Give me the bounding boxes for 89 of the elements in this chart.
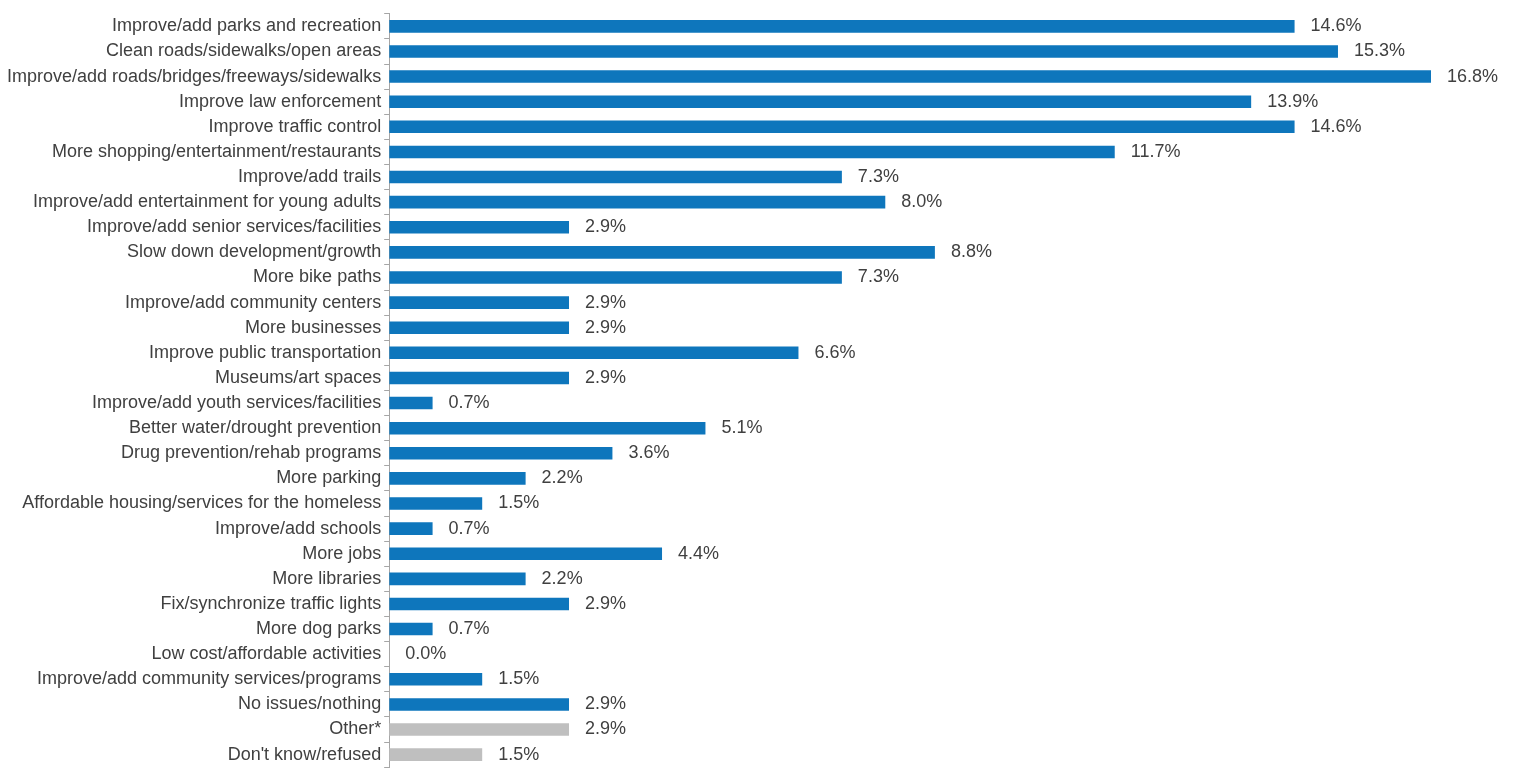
- data-label: 16.8%: [1447, 65, 1499, 86]
- y-tick-label: Improve/add community services/programs: [37, 668, 382, 689]
- y-tick-label: Improve/add trails: [238, 166, 382, 187]
- y-tick-label: Improve/add senior services/facilities: [87, 216, 382, 237]
- y-tick-label: Improve/add parks and recreation: [112, 15, 382, 36]
- data-label: 7.3%: [857, 266, 899, 287]
- y-tick-label: Improve public transportation: [149, 341, 382, 362]
- bar: [389, 145, 1115, 159]
- bar: [389, 497, 483, 510]
- data-label: 0.7%: [448, 618, 490, 639]
- y-tick-label: Clean roads/sidewalks/open areas: [106, 40, 382, 61]
- data-label: 3.6%: [628, 442, 670, 463]
- bar: [389, 622, 433, 636]
- data-label: 15.3%: [1353, 40, 1406, 61]
- y-tick-label: Don't know/refused: [227, 743, 382, 764]
- y-tick-label: Improve traffic control: [208, 115, 382, 136]
- bar: [389, 698, 570, 711]
- data-label: 2.9%: [585, 216, 627, 237]
- data-label: 2.9%: [585, 291, 627, 312]
- y-tick-label: Improve/add community centers: [125, 291, 382, 312]
- bar: [389, 271, 842, 284]
- y-tick-label: Improve/add entertainment for young adults: [32, 191, 382, 212]
- y-tick-label: Improve/add roads/bridges/freeways/sidewalks: [6, 65, 382, 86]
- y-tick-label: Affordable housing/services for the homeless: [22, 492, 382, 513]
- bar: [389, 547, 663, 561]
- bar: [389, 673, 483, 686]
- data-label: 2.9%: [585, 693, 627, 714]
- bar: [389, 723, 570, 736]
- data-label: 2.9%: [585, 316, 627, 337]
- y-tick-label: Improve law enforcement: [179, 90, 382, 111]
- y-tick-label: More shopping/entertainment/restaurants: [51, 140, 382, 161]
- data-label: 2.9%: [585, 366, 627, 387]
- bar: [389, 70, 1431, 83]
- y-tick-label: Museums/art spaces: [215, 366, 382, 387]
- bar: [389, 572, 526, 586]
- y-tick-label: More bike paths: [253, 266, 382, 287]
- y-tick-label: Improve/add youth services/facilities: [92, 392, 382, 413]
- bar: [389, 321, 570, 334]
- bar: [389, 296, 570, 309]
- bar: [389, 396, 433, 410]
- data-label: 8.0%: [901, 191, 943, 212]
- data-label: 2.9%: [585, 592, 627, 613]
- data-label: 11.7%: [1130, 140, 1181, 161]
- bar: [389, 522, 433, 535]
- bar: [389, 421, 706, 435]
- data-label: 2.2%: [541, 467, 583, 488]
- data-label: 4.4%: [678, 542, 720, 563]
- data-label: 1.5%: [498, 492, 540, 513]
- y-tick-label: More parking: [276, 467, 382, 488]
- data-label: 0.7%: [448, 392, 490, 413]
- y-tick-label: Low cost/affordable activities: [151, 643, 382, 664]
- data-label: 14.6%: [1310, 15, 1362, 36]
- data-label: 1.5%: [498, 743, 540, 764]
- data-label: 6.6%: [814, 341, 856, 362]
- data-label: 1.5%: [498, 668, 540, 689]
- y-tick-label: Better water/drought prevention: [129, 417, 382, 438]
- bar: [389, 472, 526, 485]
- y-tick-label: No issues/nothing: [238, 693, 382, 714]
- data-label: 0.7%: [448, 517, 490, 538]
- y-tick-label: More jobs: [302, 542, 382, 563]
- data-label: 13.9%: [1267, 90, 1319, 111]
- y-tick-label: Improve/add schools: [215, 517, 382, 538]
- bar: [389, 220, 570, 234]
- y-tick-label: More dog parks: [256, 618, 382, 639]
- y-tick-label: More libraries: [272, 567, 382, 588]
- bar: [389, 748, 483, 761]
- data-label: 7.3%: [857, 166, 899, 187]
- bar: [389, 120, 1295, 134]
- bar: [389, 95, 1252, 108]
- bar: [389, 346, 799, 360]
- y-tick-label: Drug prevention/rehab programs: [121, 442, 382, 463]
- y-tick-label: Other*: [329, 718, 382, 739]
- bar: [389, 170, 842, 184]
- y-tick-label: More businesses: [245, 316, 382, 337]
- bar: [389, 597, 570, 611]
- data-label: 14.6%: [1310, 115, 1362, 136]
- bar: [389, 45, 1338, 58]
- data-label: 2.9%: [585, 718, 627, 739]
- bar: [389, 371, 570, 385]
- bar: [389, 195, 886, 209]
- data-label: 5.1%: [721, 417, 763, 438]
- y-tick-label: Slow down development/growth: [127, 241, 382, 262]
- data-label: 2.2%: [541, 567, 583, 588]
- bar: [389, 20, 1295, 33]
- bar: [389, 447, 613, 460]
- bar: [389, 246, 935, 259]
- y-tick-label: Fix/synchronize traffic lights: [160, 592, 382, 613]
- data-label: 0.0%: [405, 643, 447, 664]
- data-label: 8.8%: [950, 241, 992, 262]
